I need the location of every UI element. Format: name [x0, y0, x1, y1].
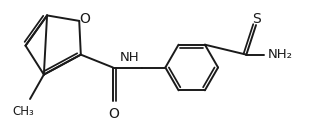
- Text: NH₂: NH₂: [268, 48, 293, 61]
- Text: O: O: [80, 12, 90, 26]
- Text: NH: NH: [120, 51, 140, 64]
- Text: CH₃: CH₃: [12, 105, 34, 118]
- Text: O: O: [108, 107, 119, 121]
- Text: S: S: [252, 12, 261, 26]
